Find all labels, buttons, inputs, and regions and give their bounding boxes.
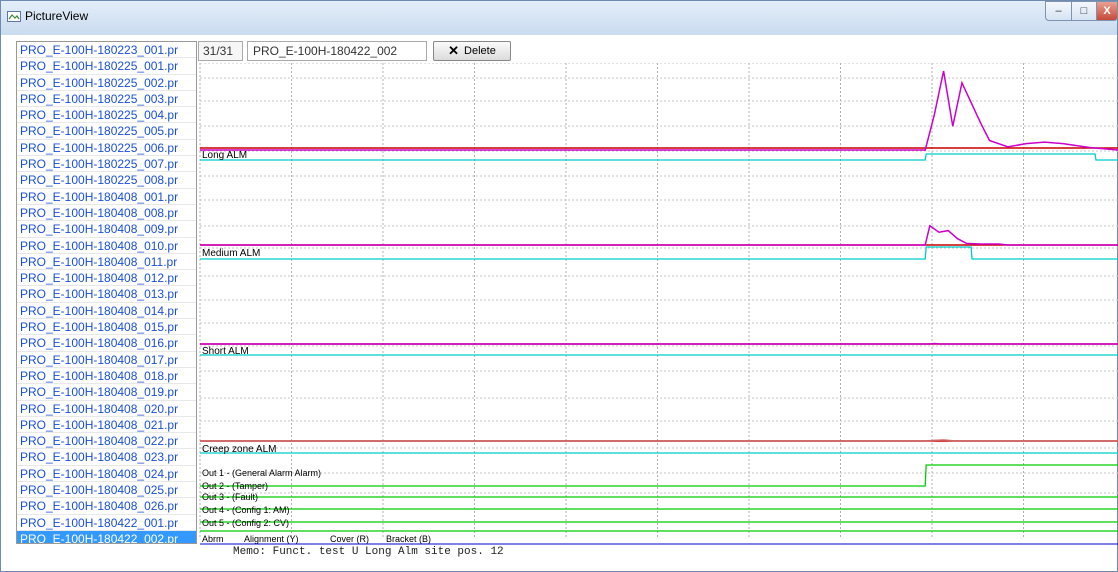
file-list-item[interactable]: PRO_E-100H-180408_016.pr [17, 335, 196, 352]
file-list-item[interactable]: PRO_E-100H-180408_018.pr [17, 368, 196, 385]
file-list-item[interactable]: PRO_E-100H-180225_004.pr [17, 107, 196, 124]
output-label: Out 5 - (Config 2: CV) [202, 518, 289, 528]
current-file-field[interactable]: PRO_E-100H-180422_002 [247, 41, 427, 61]
output-trace [200, 464, 1118, 487]
file-list-item[interactable]: PRO_E-100H-180225_007.pr [17, 156, 196, 173]
file-list-item[interactable]: PRO_E-100H-180225_008.pr [17, 172, 196, 189]
file-list-item[interactable]: PRO_E-100H-180408_024.pr [17, 466, 196, 483]
signal-trace [200, 70, 1118, 151]
file-list-item[interactable]: PRO_E-100H-180225_006.pr [17, 140, 196, 157]
panel-label: Short ALM [202, 346, 249, 357]
output-label: Out 3 - (Fault) [202, 492, 258, 502]
panel-label: Long ALM [202, 150, 247, 161]
output-label: Out 4 - (Config 1: AM) [202, 505, 290, 515]
minimize-icon: – [1055, 5, 1062, 17]
file-list-item[interactable]: PRO_E-100H-180408_015.pr [17, 319, 196, 336]
record-counter: 31/31 [198, 41, 243, 61]
alarm-trace [200, 153, 1118, 161]
alarm-trace [200, 246, 1118, 260]
file-list-item[interactable]: PRO_E-100H-180422_001.pr [17, 515, 196, 531]
delete-button[interactable]: ✕ Delete [433, 41, 511, 61]
picture-view-icon [7, 11, 21, 22]
signal-trace [200, 342, 1118, 345]
file-list-item[interactable]: PRO_E-100H-180408_001.pr [17, 189, 196, 205]
file-list-item[interactable]: PRO_E-100H-180408_021.pr [17, 417, 196, 434]
file-list-item[interactable]: PRO_E-100H-180408_013.pr [17, 286, 196, 303]
panel-label: Creep zone ALM [202, 444, 277, 455]
title-bar[interactable]: PictureView – □ X [1, 1, 1118, 35]
file-list-item[interactable]: PRO_E-100H-180408_017.pr [17, 352, 196, 368]
output-label: Out 2 - (Tamper) [202, 481, 268, 491]
x-icon: ✕ [448, 43, 460, 58]
file-list-item[interactable]: PRO_E-100H-180408_022.pr [17, 433, 196, 450]
bottom-label: Cover (R) [330, 534, 369, 544]
file-list-item[interactable]: PRO_E-100H-180408_010.pr [17, 238, 196, 254]
file-list-item[interactable]: PRO_E-100H-180408_009.pr [17, 221, 196, 238]
file-list-item[interactable]: PRO_E-100H-180225_005.pr [17, 123, 196, 140]
file-list-item[interactable]: PRO_E-100H-180422_002.pr [17, 530, 196, 543]
memo-text: Memo: Funct. test U Long Alm site pos. 1… [233, 546, 504, 558]
file-list-item[interactable]: PRO_E-100H-180408_014.pr [17, 303, 196, 320]
window-title: PictureView [25, 9, 89, 23]
delete-label: Delete [464, 45, 496, 57]
file-list-item[interactable]: PRO_E-100H-180408_008.pr [17, 205, 196, 222]
file-list-item[interactable]: PRO_E-100H-180408_019.pr [17, 384, 196, 401]
file-list-item[interactable]: PRO_E-100H-180225_001.pr [17, 58, 196, 75]
file-list-item[interactable]: PRO_E-100H-180408_023.pr [17, 449, 196, 466]
signal-trace [200, 439, 1118, 442]
file-list-item[interactable]: PRO_E-100H-180225_002.pr [17, 75, 196, 91]
file-list-item[interactable]: PRO_E-100H-180223_001.pr [17, 42, 196, 59]
file-list-item[interactable]: PRO_E-100H-180408_025.pr [17, 482, 196, 499]
maximize-icon: □ [1080, 5, 1088, 17]
file-list[interactable]: PRO_E-100H-180223_001.pr PRO_E-100H-18022… [16, 41, 197, 544]
file-list-item[interactable]: PRO_E-100H-180408_011.pr [17, 254, 196, 271]
file-list-item[interactable]: PRO_E-100H-180225_003.pr [17, 91, 196, 108]
output-label: Out 1 - (General Alarm Alarm) [202, 468, 321, 478]
bottom-label: Bracket (B) [386, 534, 431, 544]
file-list-item[interactable]: PRO_E-100H-180408_026.pr [17, 498, 196, 515]
file-list-item[interactable]: PRO_E-100H-180408_012.pr [17, 270, 196, 287]
signal-chart: Long ALM Medium ALM Short ALM Creep zone AL… [199, 63, 1118, 545]
bottom-label: Alignment (Y) [244, 534, 299, 544]
panel-label: Medium ALM [202, 248, 260, 259]
file-list-item[interactable]: PRO_E-100H-180408_020.pr [17, 401, 196, 417]
signal-trace [200, 224, 1118, 246]
maximize-button[interactable]: □ [1071, 1, 1097, 21]
minimize-button[interactable]: – [1045, 1, 1072, 21]
close-icon: X [1103, 5, 1111, 17]
close-button[interactable]: X [1096, 1, 1118, 21]
bottom-label: Abrm [202, 534, 224, 544]
